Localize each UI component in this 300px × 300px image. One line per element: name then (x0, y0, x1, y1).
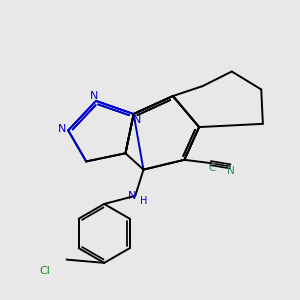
Text: N: N (58, 124, 66, 134)
Text: N: N (90, 91, 99, 100)
Text: Cl: Cl (40, 266, 51, 276)
Text: H: H (140, 196, 147, 206)
Text: C: C (208, 163, 215, 172)
Text: N: N (227, 166, 235, 176)
Text: N: N (132, 115, 141, 125)
Text: N: N (128, 191, 136, 201)
